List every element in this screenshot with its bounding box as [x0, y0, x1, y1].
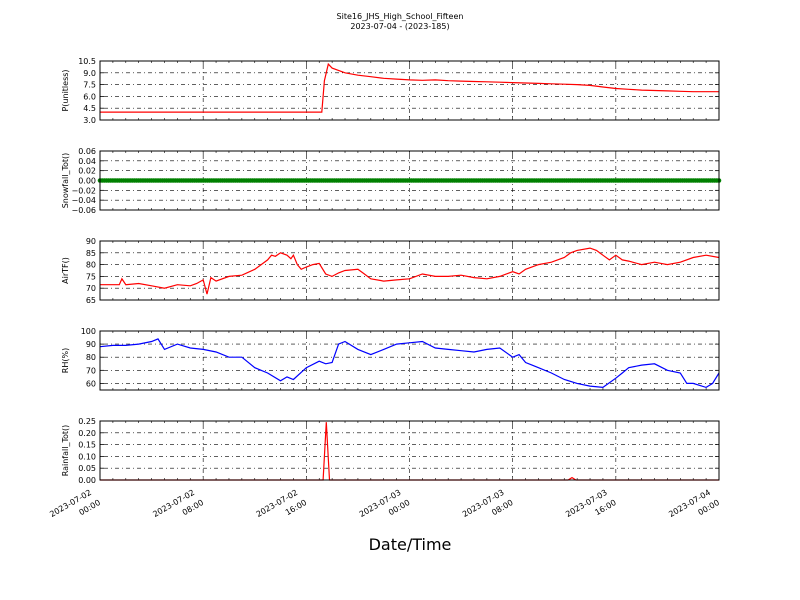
- panel-frame: [99, 150, 720, 211]
- figure-title-line2: 2023-07-04 - (2023-185): [350, 22, 449, 31]
- y-tick-label: 80: [86, 353, 96, 362]
- panel-frame: [99, 420, 720, 481]
- y-tick-label: 10.5: [78, 57, 96, 66]
- y-tick-label: 0.02: [78, 167, 96, 176]
- y-tick-label: 7.5: [83, 81, 96, 90]
- y-tick-label: 0.20: [78, 429, 96, 438]
- x-axis-label: Date/Time: [369, 535, 452, 554]
- panel-frame: [99, 330, 720, 391]
- y-tick-label: 4.5: [83, 104, 96, 113]
- series-line: [99, 338, 720, 389]
- panel-2: 65 70 75 80 85 90 AirTF(): [61, 237, 720, 305]
- y-axis-label: P(unitless): [61, 69, 70, 111]
- y-tick-label: 9.0: [83, 69, 96, 78]
- y-tick-label: 0.06: [78, 147, 96, 156]
- panels-group: 3.0 4.5 6.0 7.5 9.0 10.5 P(unitless) −0.06−0.04…: [61, 57, 722, 485]
- y-tick-label: −0.02: [71, 186, 96, 195]
- y-tick-label: 0.25: [78, 417, 96, 426]
- y-tick-label: 75: [86, 272, 96, 281]
- y-tick-label: 60: [86, 379, 96, 388]
- y-tick-label: −0.06: [71, 206, 96, 215]
- y-tick-label: 80: [86, 261, 96, 270]
- y-tick-label: 70: [86, 284, 96, 293]
- y-tick-label: 0.15: [78, 441, 96, 450]
- y-tick-label: 0.00: [78, 177, 96, 186]
- y-tick-label: 70: [86, 366, 96, 375]
- figure-title-line1: Site16_JHS_High_School_Fifteen: [337, 12, 464, 21]
- y-axis-label: AirTF(): [61, 257, 70, 284]
- y-tick-label: 85: [86, 249, 96, 258]
- panel-4: 0.00 0.05 0.10 0.15 0.20 0.25 Rainfall_Tot(): [61, 417, 720, 485]
- panel-1: −0.06−0.04−0.020.000.020.040.06 Snowfall_…: [61, 147, 722, 215]
- series-line: [100, 62, 719, 113]
- panel-frame: [99, 240, 720, 301]
- y-tick-label: 90: [86, 237, 96, 246]
- y-tick-label: 90: [86, 340, 96, 349]
- panel-0: 3.0 4.5 6.0 7.5 9.0 10.5 P(unitless): [61, 57, 720, 125]
- y-tick-label: 100: [81, 327, 96, 336]
- y-tick-label: −0.04: [71, 196, 96, 205]
- panel-frame: [99, 60, 720, 121]
- y-tick-label: 0.00: [78, 476, 96, 485]
- y-axis-label: Rainfall_Tot(): [61, 425, 70, 477]
- series-line: [100, 247, 720, 295]
- y-tick-label: 0.04: [78, 157, 96, 166]
- panel-3: 60 70 80 90 100 RH(%): [61, 327, 720, 391]
- y-tick-label: 0.10: [78, 452, 96, 461]
- y-tick-label: 3.0: [83, 116, 96, 125]
- y-axis-label: Snowfall_Tot(): [61, 153, 70, 209]
- y-tick-label: 65: [86, 296, 96, 305]
- y-tick-label: 6.0: [83, 92, 96, 101]
- y-tick-label: 0.05: [78, 464, 96, 473]
- y-axis-label: RH(%): [61, 348, 70, 373]
